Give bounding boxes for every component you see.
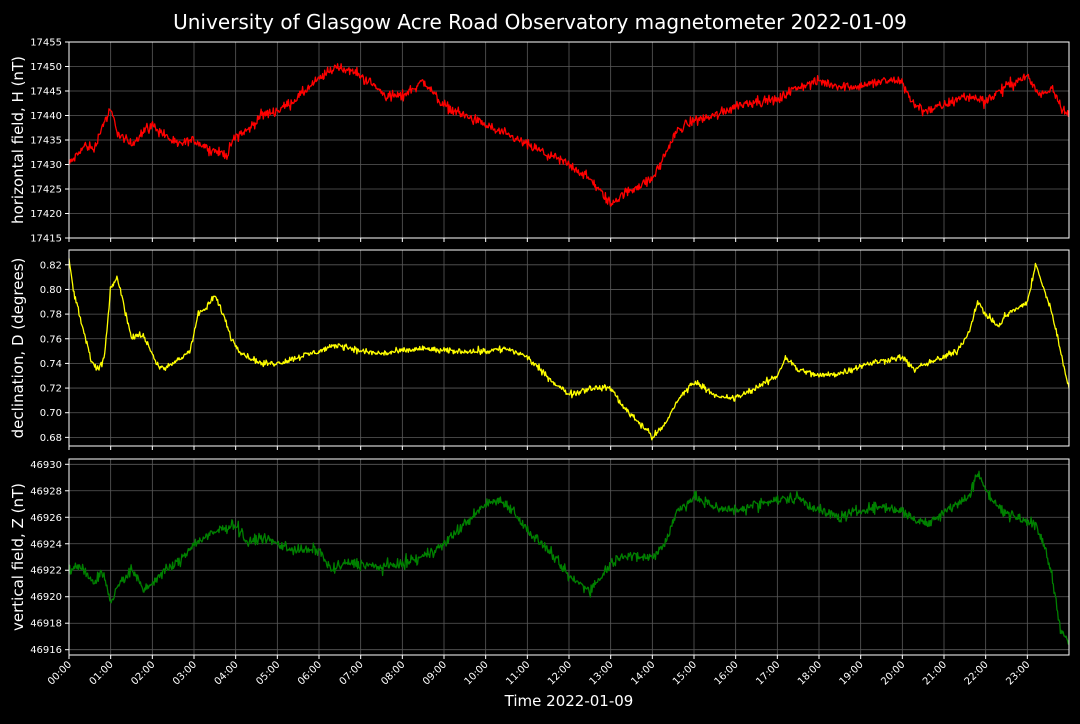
x-tick-label: 11:00: [504, 659, 532, 687]
y-tick-label-D: 0.74: [40, 359, 62, 370]
x-tick-label: 06:00: [296, 659, 324, 687]
y-tick-label-D: 0.70: [40, 408, 62, 419]
y-tick-label-H: 17445: [30, 87, 62, 98]
x-tick-label: 00:00: [46, 659, 74, 687]
y-tick-label-D: 0.76: [40, 334, 62, 345]
y-tick-label-Z: 46918: [30, 619, 62, 630]
y-tick-label-D: 0.80: [40, 285, 62, 296]
panel-frame-H: [68, 41, 1070, 239]
y-tick-label-H: 17450: [30, 62, 62, 73]
panel-Z: 46916 46918 46920 46922 46924 46926 46928 46930…: [9, 458, 1070, 659]
x-tick-label: 10:00: [463, 659, 491, 687]
y-tick-label-H: 17440: [30, 111, 62, 122]
x-tick-label: 15:00: [671, 659, 699, 687]
y-tick-label-D: 0.78: [40, 310, 62, 321]
y-tick-label-H: 17425: [30, 185, 62, 196]
y-tick-label-D: 0.68: [40, 433, 62, 444]
y-tick-label-H: 17420: [30, 209, 62, 220]
x-tick-label: 23:00: [1004, 659, 1032, 687]
y-tick-label-Z: 46924: [30, 539, 62, 550]
x-tick-label: 13:00: [588, 659, 616, 687]
panel-H: 17415 17420 17425 17430 17435 17440 17445 17450…: [9, 38, 1070, 245]
x-tick-label: 19:00: [838, 659, 866, 687]
y-tick-label-D: 0.72: [40, 384, 62, 395]
y-tick-label-D: 0.82: [40, 260, 62, 271]
x-tick-label: 12:00: [546, 659, 574, 687]
y-tick-label-H: 17415: [30, 234, 62, 245]
chart-title: University of Glasgow Acre Road Observat…: [173, 10, 907, 34]
x-tick-label: 09:00: [421, 659, 449, 687]
x-tick-label: 17:00: [754, 659, 782, 687]
x-tick-label: 08:00: [379, 659, 407, 687]
x-tick-label: 22:00: [963, 659, 991, 687]
x-tick-label: 02:00: [129, 659, 157, 687]
y-tick-label-Z: 46926: [30, 513, 62, 524]
panel-frame-D: [68, 249, 1070, 447]
y-tick-label-Z: 46922: [30, 566, 62, 577]
x-tick-label: 14:00: [629, 659, 657, 687]
y-axis-label-D: declination, D (degrees): [9, 258, 27, 439]
y-tick-label-Z: 46920: [30, 592, 62, 603]
panel-D: 0.68 0.70 0.72 0.74 0.76 0.78 0.80 0.82 declinat…: [9, 249, 1070, 450]
x-tick-label: 16:00: [713, 659, 741, 687]
series-line-Z: [68, 470, 1070, 645]
x-tick-label: 20:00: [879, 659, 907, 687]
y-tick-label-H: 17435: [30, 136, 62, 147]
series-line-H: [68, 63, 1070, 207]
x-tick-label: 05:00: [254, 659, 282, 687]
x-tick-label: 07:00: [338, 659, 366, 687]
y-tick-label-Z: 46930: [30, 460, 62, 471]
x-tick-label: 01:00: [88, 659, 116, 687]
x-tick-label: 03:00: [171, 659, 199, 687]
x-axis-label: Time 2022-01-09: [504, 692, 634, 710]
y-axis-label-H: horizontal field, H (nT): [9, 56, 27, 224]
y-tick-label-H: 17455: [30, 38, 62, 49]
y-tick-label-H: 17430: [30, 160, 62, 171]
x-tick-label: 21:00: [921, 659, 949, 687]
panel-frame-Z: [68, 458, 1070, 656]
series-line-D: [68, 258, 1070, 441]
x-tick-label: 04:00: [213, 659, 241, 687]
y-tick-label-Z: 46928: [30, 486, 62, 497]
x-tick-label: 18:00: [796, 659, 824, 687]
y-tick-label-Z: 46916: [30, 645, 62, 656]
y-axis-label-Z: vertical field, Z (nT): [9, 483, 27, 631]
